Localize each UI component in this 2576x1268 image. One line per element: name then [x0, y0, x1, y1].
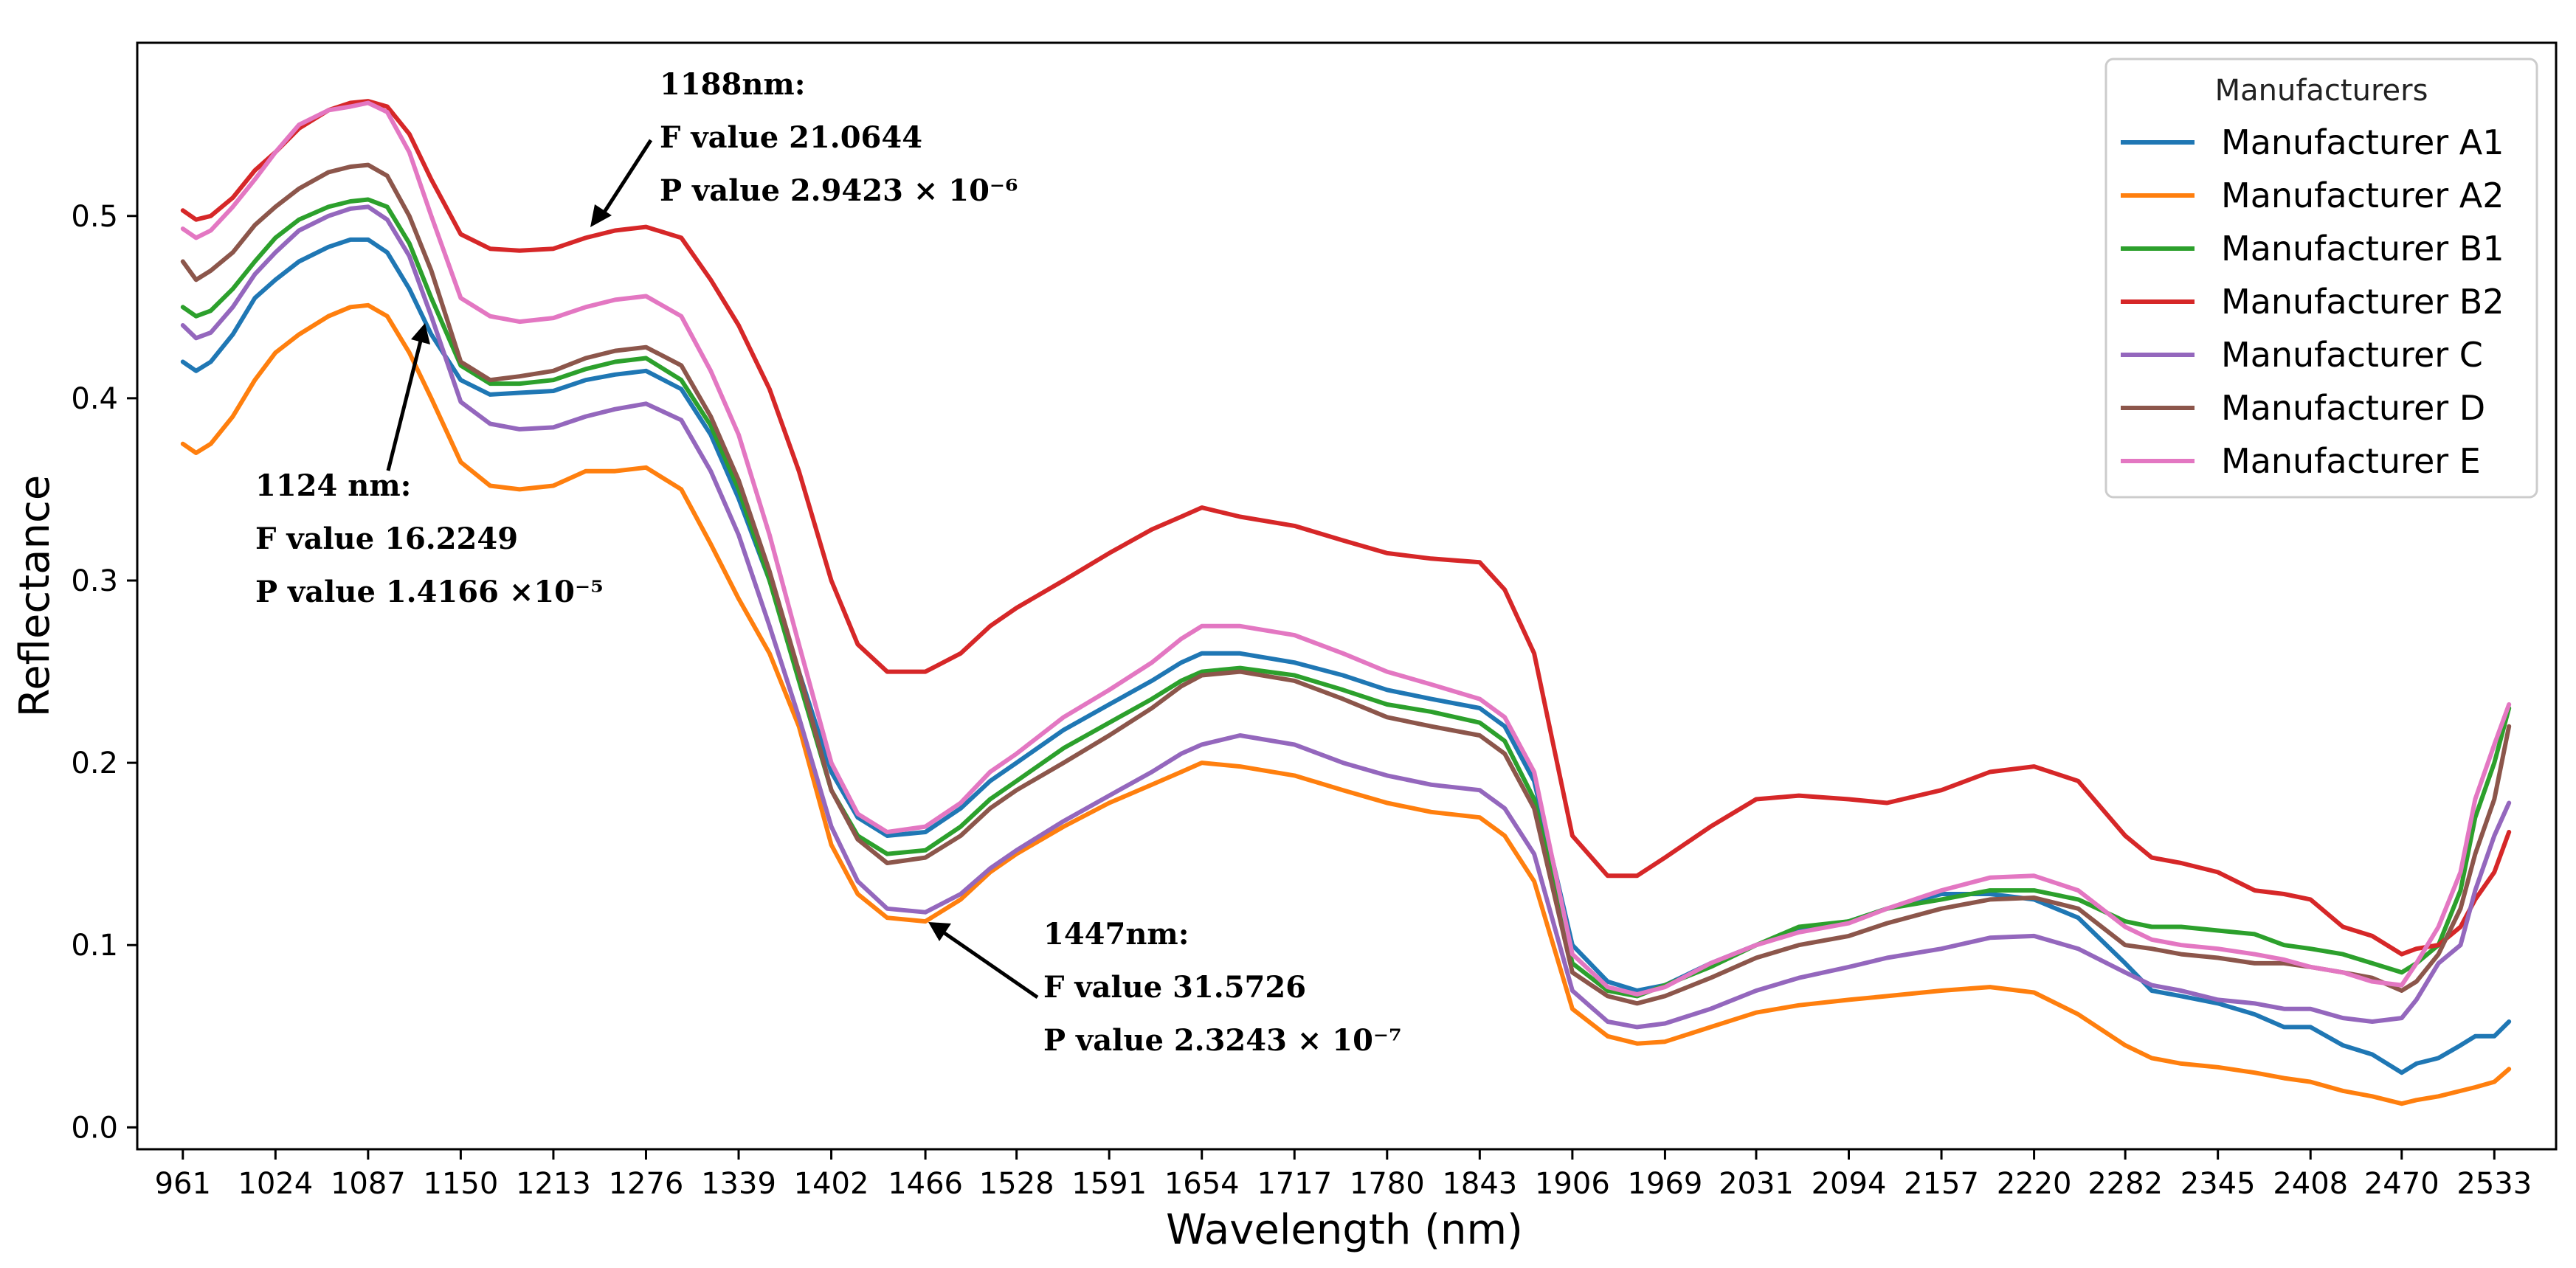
y-tick-label: 0.3 — [71, 564, 118, 598]
annotation-arrow — [943, 931, 1039, 999]
legend-label: Manufacturer A2 — [2221, 176, 2504, 215]
legend-label: Manufacturer B2 — [2221, 282, 2504, 322]
legend-label: Manufacturer C — [2221, 335, 2483, 375]
annotation-1188nm: 1188nm: F value 21.0644 P value 2.9423 ×… — [590, 67, 1018, 227]
x-tick-label: 2345 — [2180, 1167, 2256, 1201]
arrow-head-icon — [590, 204, 612, 227]
x-tick-label: 1087 — [331, 1167, 406, 1201]
series-line-manufacturer-c — [180, 204, 2512, 1030]
legend-label: Manufacturer E — [2221, 441, 2481, 481]
series-line-manufacturer-a1 — [180, 237, 2512, 1075]
y-tick-label: 0.4 — [71, 382, 118, 416]
legend: Manufacturers Manufacturer A1Manufacture… — [2104, 58, 2538, 499]
x-tick-label: 2282 — [2088, 1167, 2163, 1201]
annotation-text: F value 31.5726 — [1043, 970, 1306, 1005]
annotations: 1188nm: F value 21.0644 P value 2.9423 ×… — [255, 67, 1402, 1058]
x-tick-label: 2220 — [1997, 1167, 2072, 1201]
x-tick-label: 1969 — [1628, 1167, 1703, 1201]
x-tick-label: 1528 — [979, 1167, 1054, 1201]
x-tick-label: 1402 — [794, 1167, 869, 1201]
annotation-text: 1447nm: — [1043, 917, 1189, 952]
x-tick-label: 1024 — [238, 1167, 313, 1201]
annotation-text: F value 16.2249 — [255, 522, 518, 556]
y-tick-label: 0.2 — [71, 746, 118, 780]
y-tick-label: 0.1 — [71, 929, 118, 963]
annotation-text: 1188nm: — [660, 67, 806, 102]
series-line-manufacturer-e — [180, 100, 2512, 997]
annotation-text: 1124 nm: — [255, 468, 411, 503]
x-tick-label: 2470 — [2364, 1167, 2439, 1201]
x-tick-label: 2031 — [1719, 1167, 1794, 1201]
x-tick-label: 1591 — [1071, 1167, 1147, 1201]
series-line-manufacturer-b1 — [180, 197, 2512, 999]
x-tick-label: 1843 — [1442, 1167, 1517, 1201]
y-tick-label: 0.5 — [71, 200, 118, 234]
x-tick-label: 2094 — [1812, 1167, 1887, 1201]
y-axis: 0.0 0.1 0.2 0.3 0.4 0.5 — [71, 200, 137, 1145]
x-tick-label: 2157 — [1904, 1167, 1979, 1201]
x-tick-label: 1213 — [516, 1167, 591, 1201]
arrow-head-icon — [928, 922, 951, 941]
arrow-head-icon — [411, 323, 430, 344]
series-layer — [180, 99, 2512, 1106]
x-axis-title: Wavelength (nm) — [1166, 1206, 1523, 1254]
annotation-arrow — [386, 340, 423, 471]
x-tick-label: 1906 — [1535, 1167, 1610, 1201]
annotation-1124nm: 1124 nm: F value 16.2249 P value 1.4166 … — [255, 323, 604, 609]
x-tick-label: 1466 — [888, 1167, 963, 1201]
x-tick-label: 1717 — [1257, 1167, 1332, 1201]
x-tick-label: 1654 — [1164, 1167, 1240, 1201]
annotation-text: P value 2.9423 × 10⁻⁶ — [660, 173, 1018, 208]
x-axis: 961 1024 1087 1150 1213 1276 1339 1402 1466 1528 1… — [155, 1149, 2532, 1201]
x-tick-label: 961 — [155, 1167, 211, 1201]
plot-area-frame — [136, 41, 2558, 1151]
legend-items: Manufacturer A1 Manufacturer A2 Manufactur… — [2121, 122, 2504, 481]
legend-title: Manufacturers — [2215, 74, 2428, 108]
x-tick-label: 1780 — [1350, 1167, 1425, 1201]
x-tick-label: 2408 — [2273, 1167, 2348, 1201]
legend-label: Manufacturer A1 — [2221, 122, 2504, 162]
annotation-1447nm: 1447nm: F value 31.5726 P value 2.3243 ×… — [928, 917, 1402, 1058]
x-tick-label: 1150 — [423, 1167, 498, 1201]
x-tick-label: 2533 — [2456, 1167, 2532, 1201]
annotation-text: F value 21.0644 — [660, 120, 922, 155]
y-axis-title: Reflectance — [11, 475, 59, 717]
legend-label: Manufacturer D — [2221, 388, 2485, 428]
annotation-text: P value 2.3243 × 10⁻⁷ — [1043, 1023, 1402, 1058]
y-tick-label: 0.0 — [71, 1111, 118, 1145]
series-line-manufacturer-d — [180, 162, 2512, 1006]
annotation-text: P value 1.4166 ×10⁻⁵ — [255, 575, 604, 609]
annotation-arrow — [601, 139, 653, 215]
series-line-manufacturer-a2 — [180, 302, 2512, 1106]
legend-box — [2104, 58, 2538, 499]
series-line-manufacturer-b2 — [180, 99, 2512, 957]
x-tick-label: 1339 — [701, 1167, 776, 1201]
x-tick-label: 1276 — [609, 1167, 684, 1201]
legend-label: Manufacturer B1 — [2221, 229, 2504, 269]
